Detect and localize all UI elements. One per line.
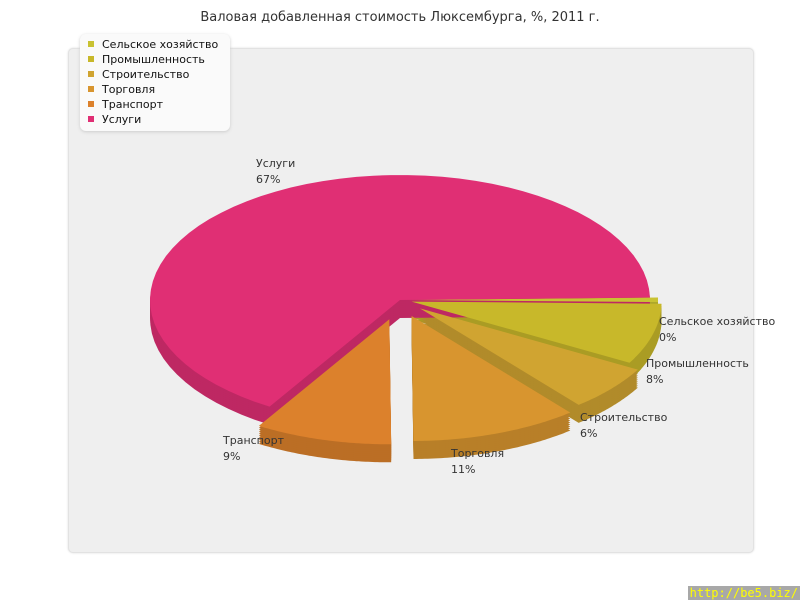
pie-slice[interactable]	[258, 319, 392, 445]
legend-swatch	[88, 71, 94, 77]
legend: Сельское хозяйство Промышленность Строител…	[80, 34, 230, 131]
legend-swatch	[88, 56, 94, 62]
data-label-value: 67%	[256, 173, 281, 186]
data-label: Услуги 67%	[256, 156, 295, 188]
data-label: Торговля 11%	[451, 446, 504, 478]
watermark[interactable]: http://be5.biz/	[687, 586, 800, 600]
data-label: Транспорт 9%	[223, 433, 284, 465]
legend-item[interactable]: Промышленность	[80, 52, 230, 67]
legend-item[interactable]: Сельское хозяйство	[80, 37, 230, 52]
legend-item[interactable]: Услуги	[80, 112, 230, 127]
legend-label: Услуги	[102, 113, 142, 126]
legend-item[interactable]: Торговля	[80, 82, 230, 97]
legend-item[interactable]: Строительство	[80, 67, 230, 82]
legend-label: Торговля	[102, 83, 156, 96]
data-label-name: Торговля	[451, 447, 505, 460]
pie-slice[interactable]	[150, 175, 650, 407]
data-label-value: 0%	[659, 331, 677, 344]
legend-label: Промышленность	[102, 53, 205, 66]
data-label-name: Услуги	[256, 157, 296, 170]
data-label-name: Транспорт	[223, 434, 284, 447]
legend-swatch	[88, 101, 94, 107]
data-label-value: 6%	[580, 427, 598, 440]
chart-title: Валовая добавленная стоимость Люксембург…	[200, 10, 600, 25]
pie-slice[interactable]	[411, 315, 571, 441]
data-label-value: 8%	[646, 373, 664, 386]
legend-swatch	[88, 41, 94, 47]
pie-slice[interactable]	[408, 297, 658, 303]
legend-swatch	[88, 116, 94, 122]
data-label-value: 9%	[223, 450, 241, 463]
pie-slice[interactable]	[411, 301, 662, 363]
legend-item[interactable]: Транспорт	[80, 97, 230, 112]
data-label-name: Промышленность	[646, 357, 749, 370]
legend-label: Строительство	[102, 68, 190, 81]
data-label-name: Сельское хозяйство	[659, 315, 776, 328]
legend-swatch	[88, 86, 94, 92]
legend-label: Сельское хозяйство	[102, 38, 219, 51]
data-label: Сельское хозяйство 0%	[659, 314, 775, 346]
data-label: Строительство 6%	[580, 410, 667, 442]
pie-slice[interactable]	[419, 308, 638, 405]
data-label-value: 11%	[451, 463, 476, 476]
data-label: Промышленность 8%	[646, 356, 749, 388]
legend-label: Транспорт	[102, 98, 163, 111]
data-label-name: Строительство	[580, 411, 668, 424]
